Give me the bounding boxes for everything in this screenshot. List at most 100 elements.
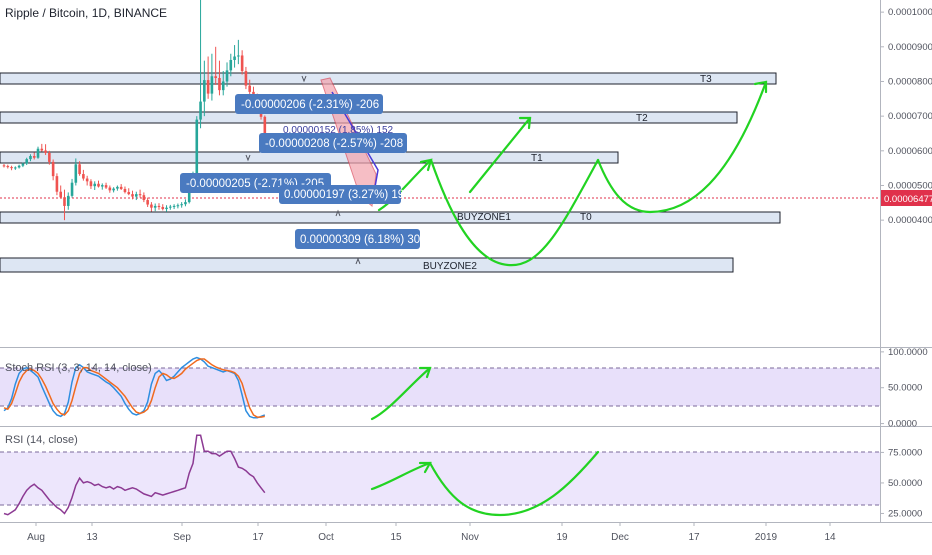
level-label-t0: T0: [580, 212, 592, 223]
candle: [40, 143, 44, 152]
time-tick-label: 14: [824, 532, 836, 543]
candle: [17, 164, 21, 169]
level-label-buyzone1: BUYZONE1: [457, 212, 511, 223]
candle: [89, 179, 93, 189]
candle: [176, 203, 180, 209]
projection-rsi-arc: [428, 450, 600, 517]
candles: [2, 0, 267, 221]
projection-up-t1: [377, 158, 433, 212]
candle: [36, 146, 40, 159]
candle: [55, 173, 59, 196]
candle: [82, 169, 85, 181]
stoch-k-line: [3, 356, 266, 419]
stoch-axis: 100.0000 50.0000 0.0000: [880, 347, 928, 430]
projection-arc-t0: [596, 80, 768, 214]
candle: [14, 166, 17, 170]
rsi-tick-label: 25.0000: [888, 508, 922, 519]
measure-label-4: 0.00000197 (3.27%) 197: [279, 185, 411, 204]
candle: [6, 164, 10, 169]
zone-buyzone2: [0, 257, 734, 273]
candle: [25, 157, 28, 166]
candle: [157, 203, 161, 210]
candle: [203, 60, 206, 117]
time-tick-label: 13: [86, 532, 98, 543]
candle: [104, 182, 108, 189]
measure-label-2: -0.00000208 (-2.57%) -208: [259, 133, 407, 153]
candle: [131, 190, 134, 200]
level-label-t1: T1: [531, 153, 543, 164]
stoch-tick-label: 50.0000: [888, 383, 922, 394]
candle: [221, 71, 225, 96]
time-tick-label: Oct: [318, 532, 334, 543]
candle: [240, 50, 244, 75]
candle: [10, 165, 13, 171]
candle: [244, 66, 248, 90]
measure-label-small: 0.00000152 (1.85%) 152: [283, 125, 394, 136]
level-label-t2: T2: [636, 113, 648, 124]
rsi-label: RSI (14, close): [5, 434, 78, 446]
stoch-d-line: [3, 358, 265, 418]
measure-label-5: 0.00000309 (6.18%) 309: [295, 229, 427, 249]
candle: [97, 180, 100, 188]
candle: [248, 79, 251, 97]
projection-up-t2: [468, 116, 532, 194]
candle: [165, 205, 168, 212]
rsi-line: [3, 434, 266, 516]
candle: [108, 185, 112, 193]
candle: [150, 202, 153, 212]
time-tick-label: Sep: [173, 532, 191, 543]
time-tick-label: 15: [390, 532, 402, 543]
candle: [153, 203, 157, 212]
last-price-badge: 0.00006477: [881, 190, 932, 206]
time-tick-label: Aug: [27, 532, 45, 543]
level-markers: [245, 75, 361, 265]
candle: [78, 161, 81, 176]
projection-rsi-up: [370, 461, 432, 491]
zone-t3: [0, 72, 777, 85]
candle: [127, 188, 131, 196]
candle: [48, 150, 51, 165]
candle: [195, 116, 199, 177]
zone-t0: [0, 211, 781, 224]
time-axis: Aug 13 Sep 17 Oct 15 Nov 19 Dec 17 2019 14: [27, 522, 836, 543]
candle: [100, 183, 104, 190]
candle: [116, 185, 119, 191]
candle: [123, 186, 127, 194]
candle: [59, 185, 62, 199]
time-tick-label: 2019: [755, 532, 778, 543]
svg-text:-0.00000206 (-2.31%) -206: -0.00000206 (-2.31%) -206: [241, 99, 379, 111]
candle: [32, 152, 36, 160]
candle: [21, 162, 25, 168]
candle: [44, 144, 47, 155]
time-tick-label: 19: [556, 532, 568, 543]
candle: [161, 204, 165, 211]
projection-stoch: [370, 366, 432, 421]
candle: [63, 189, 66, 221]
candle: [66, 192, 70, 210]
svg-text:-0.00000208 (-2.57%) -208: -0.00000208 (-2.57%) -208: [265, 138, 403, 150]
level-label-buyzone2: BUYZONE2: [423, 261, 477, 272]
time-tick-label: 17: [688, 532, 700, 543]
candle: [233, 45, 236, 68]
projection-paths: [370, 80, 768, 517]
time-tick-label: Nov: [461, 532, 479, 543]
zone-t1: [0, 151, 619, 164]
candle: [206, 56, 210, 99]
candle: [210, 53, 214, 101]
measure-label-1: -0.00000206 (-2.31%) -206: [235, 94, 383, 114]
candle: [112, 187, 115, 193]
candle: [85, 175, 89, 186]
candle: [218, 60, 221, 96]
candle: [51, 159, 55, 181]
candle: [93, 181, 97, 190]
candle: [199, 0, 202, 129]
